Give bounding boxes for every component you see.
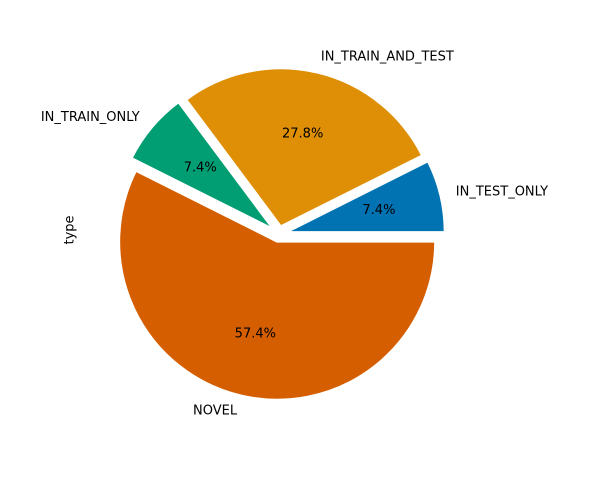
pie-slice-in-train-and-test bbox=[184, 67, 424, 228]
y-axis-label: type bbox=[63, 215, 78, 244]
slice-label-novel: NOVEL bbox=[193, 403, 238, 418]
pie-slice-in-train-only bbox=[130, 100, 274, 230]
slice-percent-in-test-only: 7.4% bbox=[362, 203, 395, 218]
slice-label-in-test-only: IN_TEST_ONLY bbox=[456, 185, 548, 200]
pie-slice-in-test-only bbox=[286, 159, 446, 234]
slice-label-in-train-and-test: IN_TRAIN_AND_TEST bbox=[321, 50, 454, 65]
slice-percent-in-train-and-test: 27.8% bbox=[282, 127, 323, 142]
pie-slice-novel bbox=[118, 169, 437, 401]
slice-percent-in-train-only: 7.4% bbox=[184, 161, 217, 176]
pie-slices: IN_TEST_ONLY 7.4% IN_TRAIN_AND_TEST 27.8% IN… bbox=[41, 50, 548, 419]
slice-percent-novel: 57.4% bbox=[235, 326, 276, 341]
slice-label-in-train-only: IN_TRAIN_ONLY bbox=[41, 110, 140, 125]
